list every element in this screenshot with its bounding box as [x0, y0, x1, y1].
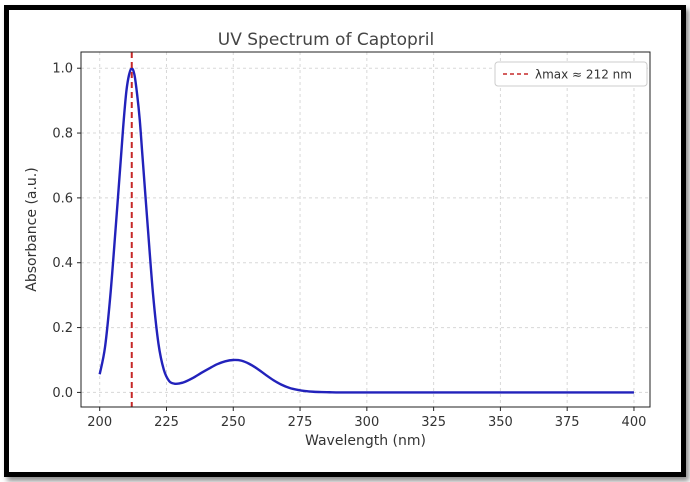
- x-tick-label: 300: [354, 415, 379, 430]
- x-tick-label: 225: [154, 415, 179, 430]
- x-tick-label: 275: [288, 415, 313, 430]
- legend: λmax ≈ 212 nm: [494, 61, 648, 87]
- plot-area: [98, 52, 634, 407]
- x-axis-label: Wavelength (nm): [305, 433, 426, 449]
- figure-frame: UV Spectrum of Captopril 200 225 250 275 300…: [4, 5, 686, 477]
- series-line-absorbance: [98, 67, 634, 394]
- y-tick-label: 0.4: [52, 256, 73, 271]
- chart-title: UV Spectrum of Captopril: [218, 30, 434, 50]
- x-tick-label: 250: [221, 415, 246, 430]
- uv-spectrum-chart: UV Spectrum of Captopril 200 225 250 275 300…: [24, 30, 651, 449]
- y-tick-label: 0.0: [52, 386, 73, 401]
- y-tick-label: 0.6: [52, 191, 73, 206]
- x-tick-label: 350: [488, 415, 513, 430]
- y-tick-label: 0.2: [52, 321, 73, 336]
- y-axis-label: Absorbance (a.u.): [24, 167, 40, 291]
- x-tick-label: 200: [87, 415, 112, 430]
- x-tick-label: 375: [555, 415, 580, 430]
- tick-labels: 200 225 250 275 300 325 350 375 400 0.0 0.2 0.4 0.6 0…: [52, 62, 646, 430]
- y-tick-label: 1.0: [52, 62, 73, 77]
- grid: [81, 52, 650, 407]
- axes-border: [80, 51, 651, 408]
- y-tick-label: 0.8: [52, 127, 73, 142]
- x-tick-label: 400: [622, 415, 647, 430]
- x-tick-label: 325: [421, 415, 446, 430]
- legend-entry-lambda-max: λmax ≈ 212 nm: [535, 68, 632, 82]
- legend-box: [494, 61, 648, 87]
